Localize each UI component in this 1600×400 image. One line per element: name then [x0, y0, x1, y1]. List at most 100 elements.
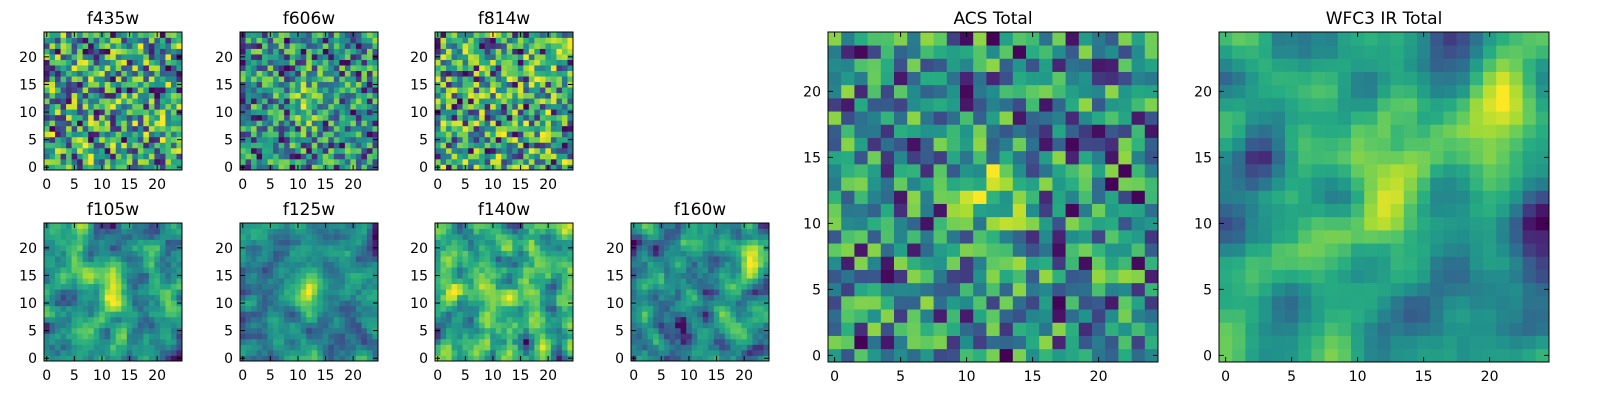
heatmap-cell [686, 256, 693, 262]
heatmap-cell [556, 76, 563, 83]
heatmap-cell [451, 164, 458, 171]
heatmap-cell [284, 223, 291, 229]
heatmap-cell [457, 272, 463, 279]
heatmap-cell [256, 234, 263, 240]
heatmap-cell [143, 153, 150, 160]
heatmap-cell [137, 153, 144, 160]
heatmap-cell [484, 59, 491, 66]
heatmap-cell [462, 349, 469, 356]
heatmap-cell [256, 153, 263, 160]
heatmap-cell [462, 278, 469, 285]
heatmap-cell [240, 234, 246, 240]
heatmap-cell [724, 234, 731, 240]
heatmap-cell [240, 43, 246, 49]
heatmap-cell [451, 120, 458, 127]
heatmap-cell [300, 120, 307, 127]
heatmap-cell [361, 333, 368, 340]
heatmap-cell [273, 142, 279, 149]
heatmap-cell [306, 114, 313, 121]
heatmap-cell [763, 239, 770, 246]
heatmap-cell [528, 223, 535, 229]
heatmap-cell [361, 109, 368, 116]
heatmap-cell [490, 65, 497, 71]
heatmap-cell [440, 114, 447, 121]
heatmap-cell [867, 335, 882, 350]
heatmap-cell [550, 289, 557, 296]
heatmap-cell [653, 355, 659, 362]
panel-title: f160w [674, 200, 726, 220]
heatmap-cell [468, 272, 474, 279]
heatmap-cell [697, 250, 704, 257]
heatmap-cell [675, 272, 682, 279]
heatmap-cell [110, 333, 117, 340]
heatmap-cells [435, 223, 574, 362]
heatmap-cell [501, 261, 508, 268]
heatmap-cell [60, 223, 67, 229]
heatmap-cell [647, 327, 654, 334]
heatmap-cell [567, 70, 574, 77]
heatmap-cell [55, 81, 61, 88]
heatmap-cell [446, 125, 452, 132]
heatmap-cell [550, 103, 557, 110]
heatmap-cell [523, 76, 530, 83]
heatmap-cell [372, 261, 379, 268]
heatmap-cell [71, 87, 78, 94]
heatmap-cell [528, 294, 535, 301]
heatmap-cell [468, 92, 474, 99]
x-tick-label: 15 [708, 368, 726, 384]
heatmap-cell [273, 355, 279, 362]
heatmap-cell [933, 322, 948, 336]
heatmap-cell [170, 327, 177, 334]
heatmap-cell [545, 283, 552, 290]
heatmap-cell [501, 267, 508, 274]
heatmap-cell [256, 92, 263, 99]
heatmap-cell [867, 282, 882, 297]
heatmap-cell [556, 59, 563, 66]
heatmap-cell [999, 216, 1014, 231]
heatmap-cell [1012, 322, 1027, 336]
heatmap-cell [545, 65, 552, 71]
heatmap-cell [240, 98, 246, 105]
heatmap-cell [372, 43, 379, 49]
heatmap-cell [686, 250, 693, 257]
heatmap-cell [311, 261, 318, 268]
heatmap-cell [77, 283, 83, 290]
heatmap-cell [126, 300, 133, 307]
heatmap-cell [328, 59, 335, 66]
heatmap-cell [99, 305, 106, 312]
heatmap-cell [322, 120, 329, 127]
y-tick-label: 20 [410, 50, 428, 66]
heatmap-cell [143, 261, 150, 268]
heatmap-cell [256, 54, 263, 60]
heatmap-cell [435, 333, 441, 340]
heatmap-cell [328, 81, 335, 88]
heatmap-cell [355, 158, 362, 165]
heatmap-cell [479, 43, 486, 49]
heatmap-cell [495, 48, 502, 55]
heatmap-cell [561, 239, 568, 246]
heatmap-cell [539, 98, 546, 105]
heatmap-cell [1078, 256, 1093, 270]
heatmap-cell [523, 125, 530, 132]
heatmap-cell [339, 125, 346, 132]
heatmap-cell [1144, 282, 1159, 297]
heatmap-cell [361, 54, 368, 60]
heatmap-cell [735, 311, 742, 318]
heatmap-cell [719, 322, 726, 329]
heatmap-cell [556, 43, 563, 49]
heatmap-cell [372, 76, 379, 83]
heatmap-cell [289, 43, 296, 49]
heatmap-cell [561, 131, 568, 138]
heatmap-cell [501, 92, 508, 99]
heatmap-cell [256, 250, 263, 257]
heatmap-cell [366, 142, 373, 149]
heatmap-cell [311, 294, 318, 301]
heatmap-cell [344, 59, 351, 66]
heatmap-cell [550, 32, 557, 38]
heatmap-cell [468, 37, 474, 44]
heatmap-cell [344, 355, 351, 362]
heatmap-cell [71, 59, 78, 66]
heatmap-cell [523, 54, 530, 60]
heatmap-cell [763, 338, 770, 345]
heatmap-cell [77, 32, 83, 38]
